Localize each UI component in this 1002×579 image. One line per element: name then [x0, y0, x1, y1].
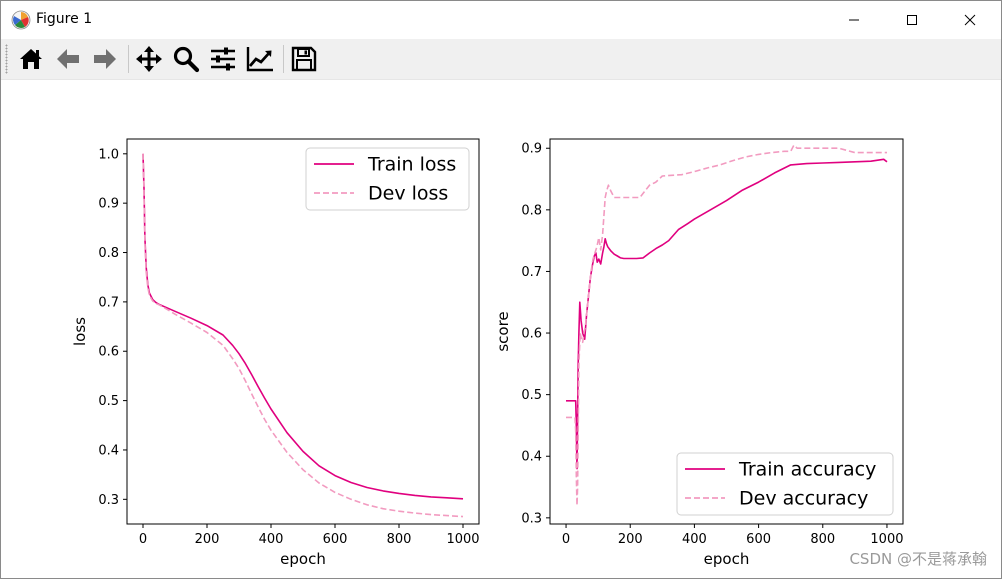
matplotlib-app-icon [11, 10, 31, 30]
window-title: Figure 1 [36, 11, 93, 27]
x-tick-label: 200 [195, 532, 220, 547]
x-tick-label: 200 [618, 532, 643, 547]
x-tick-label: 600 [323, 532, 348, 547]
toolbar-grip [5, 44, 8, 74]
edit-axis-curve-icon [246, 47, 273, 72]
legend-entry-label: Dev accuracy [739, 488, 868, 510]
series-line-dev [142, 153, 464, 518]
subplots-config-icon [211, 47, 235, 71]
x-tick-label: 400 [259, 532, 284, 547]
y-tick-label: 0.9 [98, 197, 119, 212]
maximize-icon [907, 15, 917, 25]
save-button[interactable] [288, 43, 320, 75]
pan-move-icon [136, 46, 162, 72]
legend-entry-label: Train loss [367, 154, 456, 176]
legend-box [676, 452, 894, 516]
x-axis-label: epoch [280, 550, 326, 568]
back-arrow-icon [57, 49, 79, 69]
y-tick-label: 0.8 [98, 246, 119, 261]
back-button[interactable] [52, 43, 84, 75]
y-tick-label: 0.6 [521, 327, 542, 342]
toolbar-separator [283, 45, 284, 73]
watermark-text: CSDN @不是蒋承翰 [849, 550, 987, 568]
close-icon [964, 14, 976, 26]
forward-button[interactable] [89, 43, 121, 75]
y-tick-label: 1.0 [98, 147, 119, 162]
x-tick-label: 1000 [446, 532, 479, 547]
y-tick-label: 0.8 [521, 203, 542, 218]
close-button[interactable] [947, 1, 993, 39]
axes-frame [549, 138, 904, 525]
forward-arrow-icon [94, 49, 116, 69]
y-tick-label: 0.5 [521, 388, 542, 403]
chart-2: 0 200 400 600 800 1000 0.3 0.4 0.5 0.6 0.7 0.8 0.9 ep… [494, 138, 904, 568]
chart-1: 0 200 400 600 800 1000 0.3 0.4 0.5 0.6 0.7 0.8 0.9 1.… [71, 138, 480, 568]
y-tick-label: 0.4 [98, 443, 119, 458]
x-tick-label: 0 [562, 532, 570, 547]
series-line-train [566, 158, 888, 470]
maximize-button[interactable] [889, 1, 935, 39]
x-tick-label: 800 [810, 532, 835, 547]
save-floppy-icon [291, 46, 317, 72]
y-tick-label: 0.3 [98, 493, 119, 508]
figure-canvas[interactable]: 0 200 400 600 800 1000 0.3 0.4 0.5 0.6 0.7 0.8 0.9 1.… [1, 80, 1001, 578]
configure-subplots-button[interactable] [207, 43, 239, 75]
y-axis-label: score [494, 311, 512, 351]
y-tick-label: 0.4 [521, 450, 542, 465]
x-tick-label: 800 [387, 532, 412, 547]
y-tick-label: 0.3 [521, 511, 542, 526]
y-tick-label: 0.7 [521, 265, 542, 280]
zoom-magnifier-icon [173, 46, 200, 73]
x-axis-label: epoch [704, 550, 750, 568]
series-line-dev [566, 144, 887, 507]
minimize-icon [849, 19, 859, 21]
title-bar: Figure 1 [1, 1, 1001, 39]
edit-axis-button[interactable] [244, 43, 276, 75]
toolbar-separator [128, 45, 129, 73]
legend: Train loss Dev loss [305, 147, 470, 211]
x-tick-label: 400 [682, 532, 707, 547]
minimize-button[interactable] [831, 1, 877, 39]
y-tick-label: 0.7 [98, 295, 119, 310]
y-axis-label: loss [71, 317, 89, 346]
y-tick-label: 0.6 [98, 345, 119, 360]
x-tick-label: 600 [746, 532, 771, 547]
legend: Train accuracy Dev accuracy [676, 452, 894, 516]
home-icon [20, 49, 42, 69]
y-tick-label: 0.9 [521, 142, 542, 157]
x-tick-label: 1000 [870, 532, 903, 547]
figure-svg[interactable]: 0 200 400 600 800 1000 0.3 0.4 0.5 0.6 0.7 0.8 0.9 1.… [1, 80, 1001, 578]
zoom-button[interactable] [170, 43, 202, 75]
navigation-toolbar [1, 39, 1001, 80]
axes-frame [126, 138, 480, 525]
pan-button[interactable] [133, 43, 165, 75]
y-tick-label: 0.5 [98, 394, 119, 409]
series-line-train [142, 153, 464, 500]
x-tick-label: 0 [139, 532, 147, 547]
home-button[interactable] [15, 43, 47, 75]
legend-entry-label: Dev loss [368, 183, 448, 205]
legend-entry-label: Train accuracy [738, 459, 876, 481]
